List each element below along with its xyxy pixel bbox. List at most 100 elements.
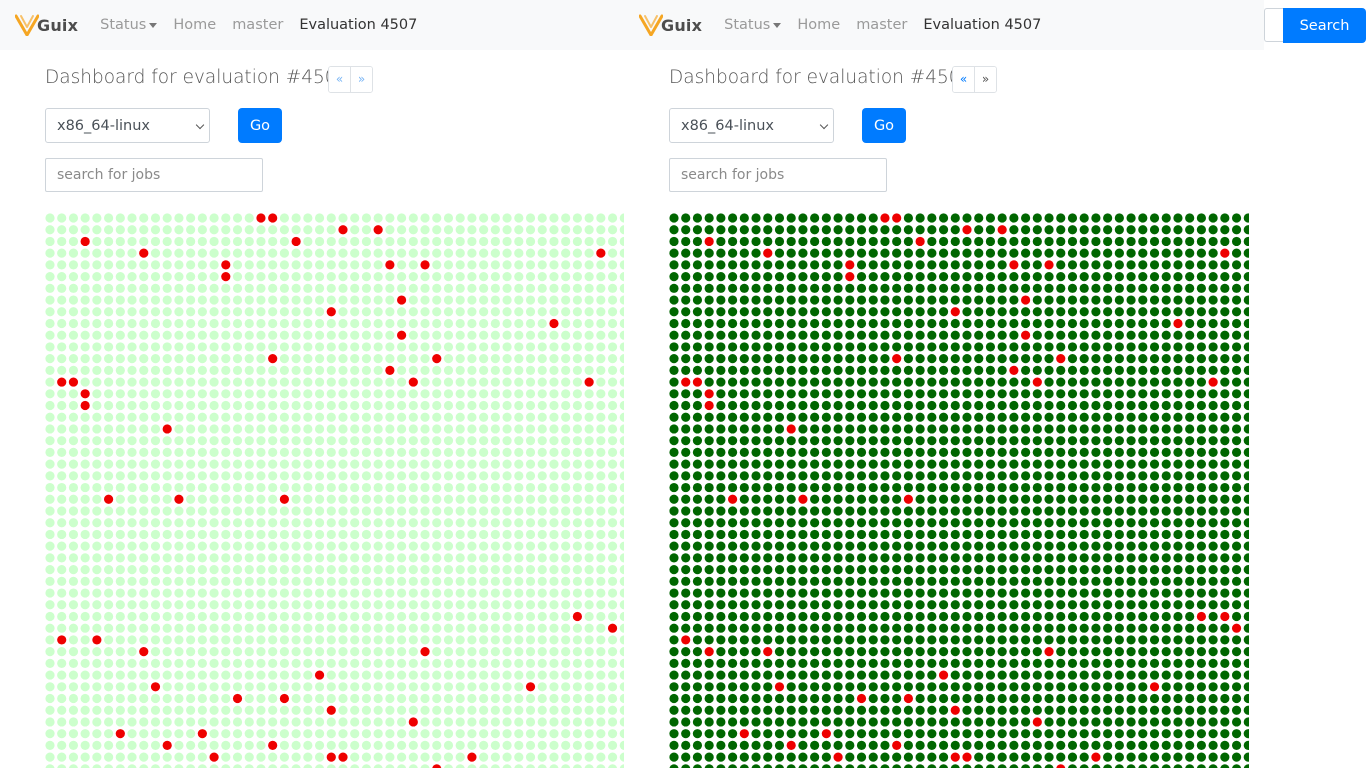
job-succeeded-dot[interactable]: [763, 541, 773, 551]
job-succeeded-dot[interactable]: [997, 717, 1007, 727]
job-succeeded-dot[interactable]: [681, 670, 691, 680]
job-succeeded-dot[interactable]: [868, 764, 878, 768]
job-succeeded-dot[interactable]: [868, 729, 878, 739]
job-succeeded-dot[interactable]: [1032, 400, 1042, 411]
job-failed-dot[interactable]: [432, 354, 442, 364]
job-succeeded-dot[interactable]: [915, 225, 925, 235]
job-succeeded-dot[interactable]: [892, 272, 902, 282]
job-succeeded-dot[interactable]: [810, 752, 820, 762]
job-succeeded-dot[interactable]: [45, 400, 55, 411]
job-succeeded-dot[interactable]: [432, 623, 442, 633]
job-succeeded-dot[interactable]: [45, 705, 55, 715]
job-succeeded-dot[interactable]: [927, 389, 937, 399]
job-succeeded-dot[interactable]: [751, 553, 761, 563]
job-succeeded-dot[interactable]: [1056, 365, 1066, 375]
job-succeeded-dot[interactable]: [1231, 729, 1242, 739]
job-succeeded-dot[interactable]: [420, 459, 430, 469]
job-succeeded-dot[interactable]: [1126, 283, 1136, 293]
job-succeeded-dot[interactable]: [596, 330, 606, 340]
job-succeeded-dot[interactable]: [150, 412, 161, 422]
job-succeeded-dot[interactable]: [68, 260, 79, 270]
job-succeeded-dot[interactable]: [1114, 717, 1124, 727]
job-succeeded-dot[interactable]: [490, 260, 500, 270]
job-succeeded-dot[interactable]: [104, 623, 114, 633]
job-succeeded-dot[interactable]: [303, 588, 313, 598]
job-succeeded-dot[interactable]: [892, 752, 902, 762]
job-succeeded-dot[interactable]: [174, 342, 184, 352]
job-succeeded-dot[interactable]: [681, 623, 691, 633]
job-succeeded-dot[interactable]: [692, 424, 703, 434]
job-succeeded-dot[interactable]: [525, 260, 536, 270]
job-succeeded-dot[interactable]: [162, 283, 172, 293]
job-succeeded-dot[interactable]: [892, 565, 902, 575]
job-succeeded-dot[interactable]: [763, 307, 773, 317]
job-succeeded-dot[interactable]: [1114, 541, 1124, 551]
job-succeeded-dot[interactable]: [92, 436, 102, 446]
job-succeeded-dot[interactable]: [950, 565, 960, 575]
job-succeeded-dot[interactable]: [1220, 647, 1230, 657]
job-succeeded-dot[interactable]: [596, 647, 606, 657]
job-succeeded-dot[interactable]: [669, 518, 679, 528]
job-succeeded-dot[interactable]: [704, 682, 714, 692]
job-succeeded-dot[interactable]: [1161, 518, 1171, 528]
job-succeeded-dot[interactable]: [950, 342, 960, 352]
job-succeeded-dot[interactable]: [1208, 729, 1218, 739]
job-succeeded-dot[interactable]: [596, 506, 606, 516]
job-succeeded-dot[interactable]: [728, 260, 738, 270]
job-succeeded-dot[interactable]: [68, 635, 79, 645]
job-succeeded-dot[interactable]: [692, 611, 703, 622]
job-succeeded-dot[interactable]: [420, 377, 430, 387]
job-succeeded-dot[interactable]: [420, 436, 430, 446]
job-succeeded-dot[interactable]: [1161, 553, 1171, 563]
job-failed-dot[interactable]: [68, 377, 79, 387]
job-succeeded-dot[interactable]: [256, 529, 266, 540]
job-succeeded-dot[interactable]: [443, 307, 454, 317]
job-succeeded-dot[interactable]: [974, 283, 984, 293]
job-succeeded-dot[interactable]: [467, 740, 477, 751]
job-succeeded-dot[interactable]: [256, 764, 266, 768]
job-succeeded-dot[interactable]: [1231, 354, 1242, 364]
job-succeeded-dot[interactable]: [385, 693, 395, 704]
job-succeeded-dot[interactable]: [1149, 635, 1160, 645]
job-succeeded-dot[interactable]: [950, 213, 960, 223]
job-succeeded-dot[interactable]: [950, 471, 960, 481]
job-succeeded-dot[interactable]: [244, 459, 254, 469]
job-succeeded-dot[interactable]: [549, 494, 559, 504]
job-succeeded-dot[interactable]: [1067, 424, 1078, 434]
job-succeeded-dot[interactable]: [92, 471, 102, 481]
job-succeeded-dot[interactable]: [549, 647, 559, 657]
job-succeeded-dot[interactable]: [1196, 283, 1206, 293]
job-succeeded-dot[interactable]: [397, 389, 407, 399]
job-succeeded-dot[interactable]: [669, 459, 679, 469]
job-succeeded-dot[interactable]: [209, 389, 219, 399]
job-succeeded-dot[interactable]: [57, 693, 67, 704]
job-succeeded-dot[interactable]: [985, 764, 995, 768]
job-succeeded-dot[interactable]: [115, 307, 125, 317]
job-succeeded-dot[interactable]: [467, 225, 477, 235]
job-succeeded-dot[interactable]: [1114, 670, 1124, 680]
job-succeeded-dot[interactable]: [514, 600, 524, 610]
job-succeeded-dot[interactable]: [868, 342, 878, 352]
job-failed-dot[interactable]: [397, 295, 407, 305]
job-succeeded-dot[interactable]: [669, 565, 679, 575]
job-succeeded-dot[interactable]: [373, 354, 383, 364]
job-succeeded-dot[interactable]: [385, 647, 395, 657]
job-succeeded-dot[interactable]: [479, 740, 489, 751]
job-succeeded-dot[interactable]: [1067, 693, 1078, 704]
job-succeeded-dot[interactable]: [115, 377, 125, 387]
job-succeeded-dot[interactable]: [1185, 658, 1195, 668]
job-succeeded-dot[interactable]: [525, 482, 536, 493]
job-succeeded-dot[interactable]: [1114, 318, 1124, 329]
job-failed-dot[interactable]: [1021, 295, 1031, 305]
job-succeeded-dot[interactable]: [432, 565, 442, 575]
job-succeeded-dot[interactable]: [903, 225, 913, 235]
job-succeeded-dot[interactable]: [561, 729, 571, 739]
job-succeeded-dot[interactable]: [1149, 611, 1160, 622]
job-succeeded-dot[interactable]: [537, 588, 547, 598]
job-succeeded-dot[interactable]: [244, 295, 254, 305]
job-succeeded-dot[interactable]: [1208, 318, 1218, 329]
job-succeeded-dot[interactable]: [68, 272, 79, 282]
job-succeeded-dot[interactable]: [561, 670, 571, 680]
job-succeeded-dot[interactable]: [514, 236, 524, 247]
job-succeeded-dot[interactable]: [950, 283, 960, 293]
